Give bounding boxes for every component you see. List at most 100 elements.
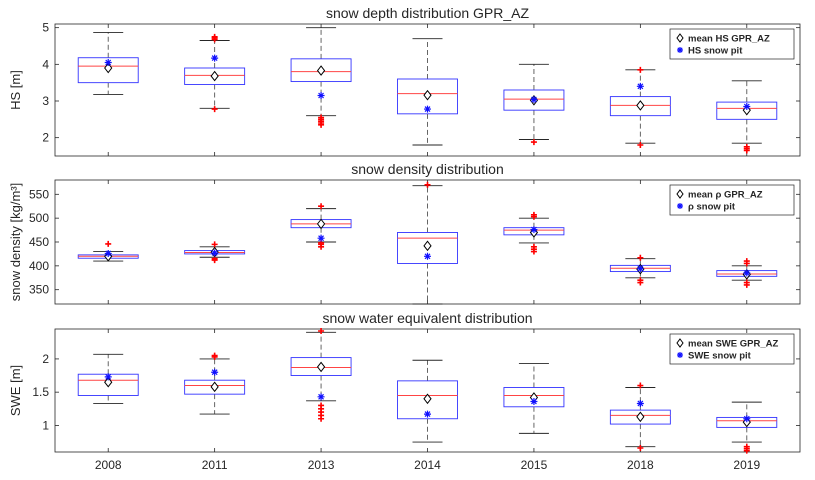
box-2018 — [609, 254, 671, 286]
y-tick-label: 1.5 — [32, 385, 49, 399]
outlier-point — [211, 33, 218, 40]
outlier-point — [637, 254, 644, 261]
y-tick-label: 5 — [42, 21, 49, 35]
outlier-point — [637, 445, 644, 452]
box-2015 — [503, 363, 565, 434]
box-2014 — [397, 38, 458, 146]
snow-pit-marker — [211, 54, 219, 62]
mean-marker — [316, 218, 326, 230]
legend-pit-icon — [677, 203, 683, 209]
outlier-point — [318, 114, 325, 121]
box-2014 — [397, 359, 458, 443]
y-axis-label: HS [m] — [8, 70, 23, 110]
mean-marker — [423, 240, 432, 252]
snow-pit-marker — [743, 415, 751, 423]
x-tick-label: 2014 — [414, 458, 441, 472]
y-tick-label: 3 — [42, 94, 49, 108]
snow-pit-marker — [743, 269, 751, 277]
snow-pit-marker — [317, 234, 325, 242]
legend-mean-label: mean SWE GPR_AZ — [688, 339, 778, 350]
box-iqr — [503, 387, 565, 408]
box-2011 — [184, 33, 246, 113]
box-iqr — [290, 357, 352, 376]
box-2019 — [716, 258, 778, 288]
box-2015 — [503, 63, 565, 146]
mean-marker — [104, 62, 113, 74]
snow-pit-marker — [424, 410, 431, 418]
panel-1: snow depth distribution GPR_AZ HS [m] 2 3 4 5… — [8, 5, 801, 157]
box-iqr — [397, 380, 458, 420]
outlier-point — [637, 277, 644, 284]
legend-box — [669, 184, 795, 216]
box-2013 — [290, 27, 352, 128]
snow-pit-marker — [211, 368, 219, 376]
x-tick-label: 2013 — [308, 458, 335, 472]
x-tick-label: 2011 — [202, 458, 228, 472]
snow-pit-marker — [317, 393, 325, 401]
box-2018 — [609, 66, 671, 148]
outlier-point — [743, 258, 750, 265]
box-iqr — [77, 57, 139, 84]
box-2008 — [77, 353, 139, 404]
panel-2: snow density distribution snow density [k… — [8, 161, 801, 305]
legend-pit-icon — [677, 352, 683, 358]
snow-pit-marker — [636, 399, 644, 407]
mean-marker — [210, 70, 219, 82]
mean-marker — [636, 411, 645, 423]
y-tick-label: 2 — [42, 131, 49, 145]
box-2014 — [397, 181, 458, 305]
outlier-point — [318, 327, 325, 334]
chart-title: snow density distribution — [351, 161, 504, 177]
x-tick-label: 2008 — [95, 458, 122, 472]
outlier-point — [211, 106, 218, 113]
mean-marker — [423, 393, 432, 405]
snow-pit-marker — [424, 252, 431, 260]
box-2011 — [184, 241, 246, 264]
box-iqr — [184, 379, 246, 395]
legend-pit-label: HS snow pit — [688, 46, 743, 57]
mean-marker — [423, 89, 432, 101]
y-axis-label: SWE [m] — [8, 365, 23, 416]
snow-pit-marker — [104, 249, 112, 257]
box-iqr — [716, 101, 778, 120]
outlier-point — [530, 139, 537, 146]
legend-pit-label: SWE snow pit — [688, 351, 752, 362]
box-2019 — [716, 80, 778, 154]
y-tick-label: 2 — [42, 352, 49, 366]
y-tick-label: 550 — [29, 187, 49, 201]
outlier-point — [743, 279, 750, 286]
y-tick-label: 1 — [42, 418, 49, 432]
legend-box — [669, 333, 795, 365]
mean-marker — [316, 65, 326, 76]
box-iqr — [397, 232, 458, 264]
panel-3: snow water equivalent distribution SWE [m… — [8, 310, 801, 472]
box-2019 — [716, 401, 778, 454]
box-2008 — [77, 31, 139, 95]
box-2018 — [609, 382, 671, 452]
mean-marker — [316, 361, 326, 373]
legend-box — [669, 28, 795, 60]
box-iqr — [290, 58, 352, 83]
outlier-point — [105, 240, 112, 247]
box-iqr — [184, 67, 246, 85]
outlier-point — [318, 203, 325, 210]
box-2008 — [77, 240, 139, 262]
outlier-point — [637, 142, 644, 148]
box-2013 — [290, 203, 352, 250]
outlier-point — [530, 211, 537, 218]
x-tick-label: 2019 — [733, 458, 760, 472]
legend-mean-label: mean ρ GPR_AZ — [688, 190, 763, 201]
chart-title: snow depth distribution GPR_AZ — [326, 5, 530, 21]
snow-pit-marker — [317, 92, 325, 99]
legend-pit-label: ρ snow pit — [688, 202, 736, 213]
legend: mean ρ GPR_AZρ snow pit — [669, 184, 795, 216]
box-iqr — [503, 89, 565, 111]
y-tick-label: 450 — [29, 235, 49, 249]
outlier-point — [530, 243, 537, 250]
y-tick-label: 500 — [29, 211, 49, 225]
box-2015 — [503, 211, 565, 255]
y-tick-label: 4 — [42, 57, 49, 71]
